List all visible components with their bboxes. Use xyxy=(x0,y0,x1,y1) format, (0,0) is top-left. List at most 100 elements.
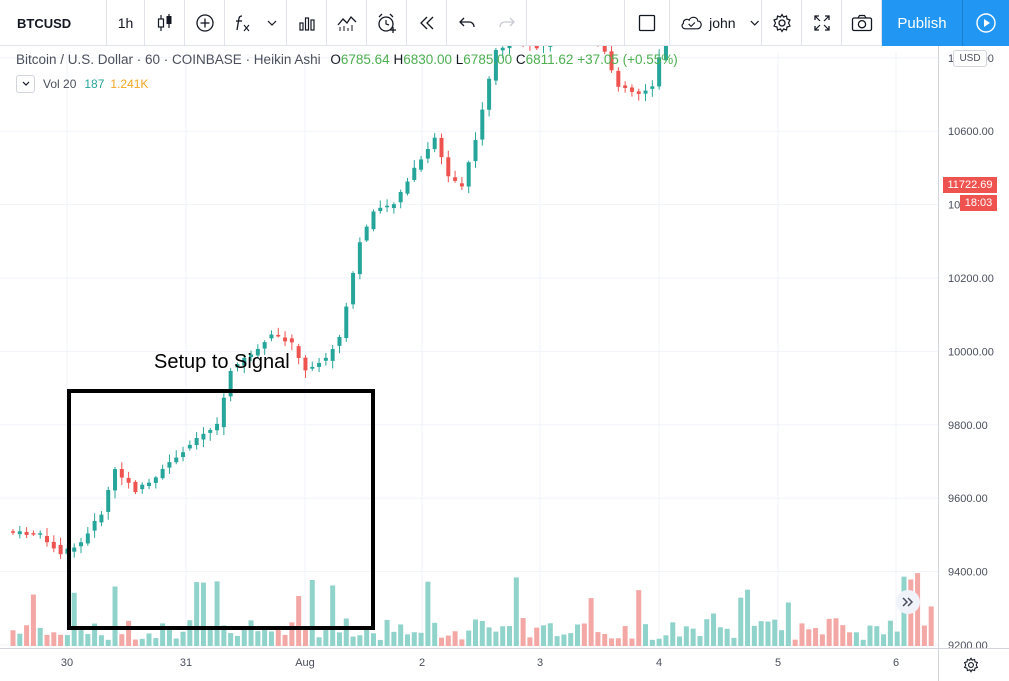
undo-icon xyxy=(459,17,475,28)
candle-body xyxy=(507,46,512,49)
candle-body xyxy=(51,541,56,549)
candle-body xyxy=(85,533,90,544)
volume-bar xyxy=(58,634,64,646)
candle-body xyxy=(616,70,621,87)
publish-menu-button[interactable] xyxy=(963,0,1009,46)
candle-body xyxy=(657,57,662,87)
candle-body xyxy=(160,468,165,479)
play-circle-icon xyxy=(976,13,996,33)
volume-bar xyxy=(479,620,485,646)
chart-style-button[interactable] xyxy=(145,0,185,46)
candle-body xyxy=(385,205,390,208)
volume-bar xyxy=(268,631,274,646)
top-toolbar: BTCUSD 1h john Publish xyxy=(0,0,1009,46)
volume-bar xyxy=(445,635,451,646)
candle-body xyxy=(548,46,553,47)
gear-icon xyxy=(963,657,979,673)
volume-bar xyxy=(772,619,778,646)
candle-body xyxy=(391,204,396,209)
volume-bar xyxy=(139,638,145,646)
chevron-down-icon xyxy=(750,20,759,26)
volume-bar xyxy=(316,637,322,646)
candle-body xyxy=(174,457,179,463)
compare-button[interactable] xyxy=(185,0,225,46)
volume-bar xyxy=(248,620,254,646)
square-icon xyxy=(638,14,656,32)
candle-body xyxy=(38,533,43,535)
time-tick-label: 5 xyxy=(775,657,781,669)
volume-bar xyxy=(656,638,662,646)
replay-button[interactable] xyxy=(407,0,447,46)
candle-body xyxy=(45,536,50,543)
volume-bar xyxy=(241,626,247,646)
settings-button[interactable] xyxy=(762,0,802,46)
volume-collapse-button[interactable] xyxy=(16,75,35,93)
layout-button[interactable] xyxy=(625,0,670,46)
scroll-to-realtime-button[interactable] xyxy=(896,590,920,614)
candles-icon xyxy=(157,14,171,31)
candle-body xyxy=(487,78,492,110)
alert-button[interactable] xyxy=(367,0,407,46)
volume-bar xyxy=(527,637,533,646)
candle-body xyxy=(194,437,199,445)
candle-body xyxy=(371,211,376,230)
publish-button[interactable]: Publish xyxy=(882,0,963,46)
price-tick-label: 9200.00 xyxy=(948,640,988,652)
redo-icon xyxy=(498,17,515,28)
templates-button[interactable] xyxy=(327,0,367,46)
volume-bar xyxy=(10,630,16,646)
volume-bar xyxy=(24,625,30,646)
volume-bar xyxy=(452,631,458,646)
redo-button[interactable] xyxy=(487,0,527,46)
candle-body xyxy=(119,468,124,478)
volume-bar xyxy=(554,636,560,646)
symbol-search-button[interactable]: BTCUSD xyxy=(0,0,107,46)
volume-bar xyxy=(71,592,77,646)
volume-bar xyxy=(126,620,132,646)
price-change: +37.05 (+0.55%) xyxy=(577,52,678,67)
undo-button[interactable] xyxy=(447,0,487,46)
ohlc-values: O6785.64 H6830.00 L6785.00 C6811.62 +37.… xyxy=(330,52,678,67)
double-chevron-right-icon xyxy=(902,597,914,607)
volume-bar xyxy=(622,626,628,646)
username: john xyxy=(709,15,736,31)
price-chart[interactable]: 9200.00 9400.00 9600.00 9800.00 10000.00 1020… xyxy=(0,46,1009,681)
chart-settings-button[interactable] xyxy=(960,654,982,676)
bar-chart-icon xyxy=(298,17,315,31)
currency-badge[interactable]: USD xyxy=(953,50,987,67)
volume-bar xyxy=(649,639,655,646)
candle-body xyxy=(208,429,213,433)
volume-bar xyxy=(432,622,438,646)
volume-bar xyxy=(221,625,227,646)
candle-body xyxy=(255,348,260,356)
candle-body xyxy=(289,338,294,343)
last-price-label: 11722.69 xyxy=(943,177,997,193)
candle-body xyxy=(453,177,458,181)
volume-bar xyxy=(302,626,308,646)
volume-bar xyxy=(520,618,526,646)
volume-bar xyxy=(541,625,547,646)
volume-bar xyxy=(581,623,587,646)
fullscreen-button[interactable] xyxy=(802,0,842,46)
indicators-button[interactable] xyxy=(225,0,287,46)
candle-body xyxy=(276,334,281,337)
volume-bar xyxy=(677,636,683,646)
volume-bar xyxy=(704,619,710,646)
candle-body xyxy=(317,363,322,367)
volume-bar xyxy=(370,633,376,646)
candle-body xyxy=(432,137,437,150)
interval-button[interactable]: 1h xyxy=(107,0,145,46)
candle-body xyxy=(466,162,471,187)
volume-bar xyxy=(64,635,70,646)
snapshot-button[interactable] xyxy=(842,0,882,46)
user-menu-button[interactable]: john xyxy=(670,0,762,46)
volume-bar xyxy=(534,627,540,646)
time-tick-label: 30 xyxy=(61,657,73,669)
volume-bar xyxy=(194,582,200,646)
volume-bar xyxy=(493,631,499,646)
volume-bar xyxy=(160,623,166,646)
time-axis: 30 31 Aug 2 3 4 5 6 xyxy=(0,648,1009,669)
annotation-text[interactable]: Setup to Signal xyxy=(154,351,290,373)
financials-button[interactable] xyxy=(287,0,327,46)
candle-body xyxy=(629,87,634,92)
